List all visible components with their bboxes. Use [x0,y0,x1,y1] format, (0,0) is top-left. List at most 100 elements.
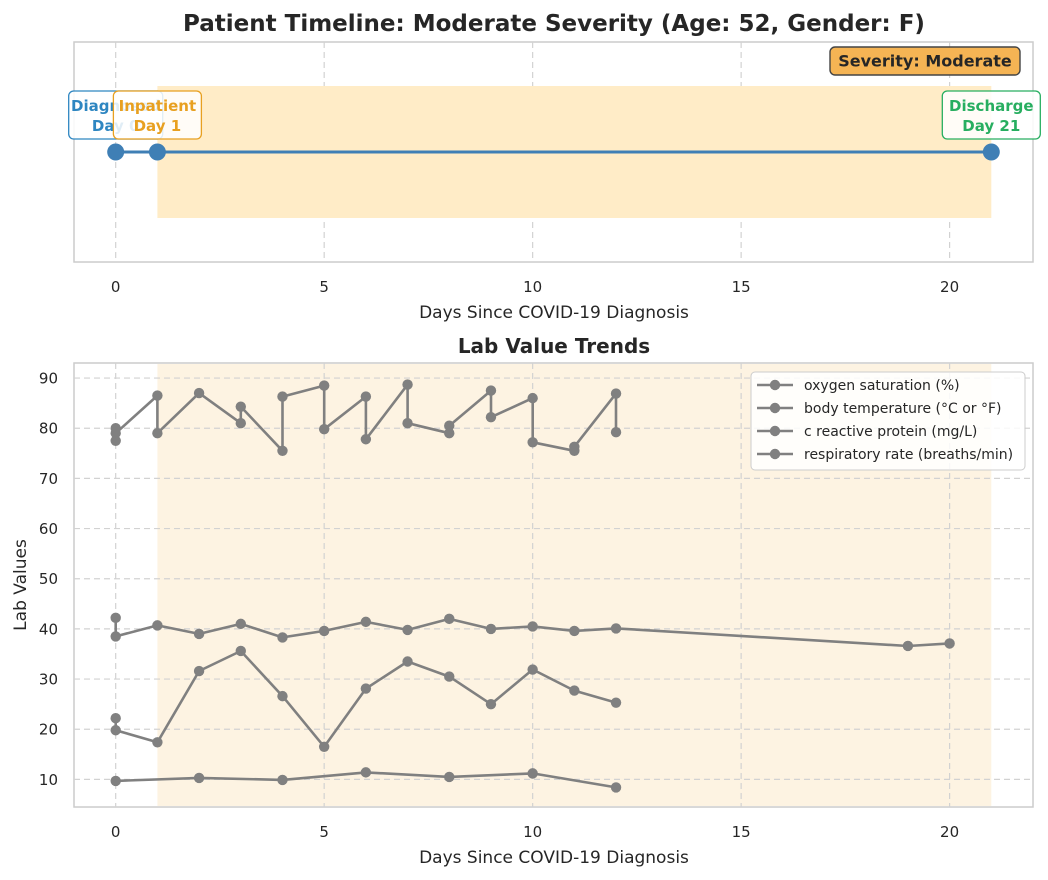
data-point [110,435,121,446]
data-point [235,645,246,657]
severity-badge-text: Severity: Moderate [838,52,1012,71]
data-point [402,624,413,636]
event-label-line1: Discharge [949,97,1034,115]
lab-x-tick-label: 20 [940,823,959,841]
event-label-line1: Inpatient [119,97,196,115]
data-point [569,685,580,696]
data-point [944,638,955,649]
legend-marker [769,379,781,391]
event-label-discharge: Discharge Day 21 [941,90,1041,140]
series-line [114,617,950,648]
timeline-x-axis-label: Days Since COVID-19 Diagnosis [419,303,689,323]
data-point [152,620,163,631]
event-label-inpatient: Inpatient Day 1 [112,90,203,140]
data-point [235,418,246,429]
legend-item: body temperature (°C or °F) [757,401,1002,417]
data-point [360,616,372,628]
lab-y-tick-label: 80 [39,420,58,438]
data-point [360,391,372,402]
series-0 [110,379,622,456]
data-point [318,380,330,391]
data-point [152,737,163,748]
data-point [610,388,622,399]
event-point-diagnosed [107,143,125,161]
event-point-inpatient [148,143,166,161]
timeline-x-tick-label: 10 [523,278,542,296]
lab-y-tick-label: 40 [39,620,58,638]
lab-title: Lab Value Trends [458,334,650,358]
legend-marker [769,402,781,414]
data-point [152,390,163,401]
timeline-x-tick-label: 0 [111,278,121,296]
data-point [193,387,205,399]
data-point [402,379,413,390]
legend-marker [769,425,781,437]
data-point [402,418,413,429]
data-point [569,441,580,452]
timeline-x-tick-label: 20 [940,278,959,296]
series-2 [110,645,622,752]
legend: oxygen saturation (%) body temperature (°… [750,371,1026,471]
data-point [485,623,497,635]
data-point [610,623,622,634]
series-line [114,383,618,453]
lab-y-tick-label: 50 [39,570,58,588]
data-point [277,690,288,702]
data-point [110,775,121,787]
legend-item: respiratory rate (breaths/min) [757,447,1013,463]
series-1 [110,612,955,652]
data-point [193,772,205,784]
lab-x-tick-label: 15 [732,823,751,841]
data-point [277,774,288,786]
data-point [610,697,622,708]
lab-y-tick-label: 10 [39,771,58,789]
legend-marker [769,448,781,460]
data-point [277,445,288,456]
legend-label: body temperature (°C or °F) [804,401,1002,417]
data-point [318,741,330,752]
lab-y-axis-label: Lab Values [11,539,31,631]
timeline-title: Patient Timeline: Moderate Severity (Age… [183,11,925,37]
lab-x-tick-label: 5 [319,823,329,841]
data-point [360,683,372,694]
data-point [485,698,497,710]
timeline-x-tick-label: 15 [732,278,751,296]
data-point [318,625,330,637]
data-point [485,385,497,396]
data-point [444,671,455,682]
data-point [527,768,538,779]
data-point [193,628,205,640]
lab-y-tick-label: 20 [39,721,58,739]
data-point [235,401,246,412]
series-line [114,649,617,749]
lab-panel: Lab Value Trends 0 5 10 15 20 10 20 30 40 50 60 70… [11,334,1034,868]
lab-x-tick-label: 0 [111,823,121,841]
data-point [235,618,246,630]
data-point [110,428,121,439]
data-point [527,392,538,404]
data-point [527,437,538,448]
data-point [902,640,914,652]
data-point [152,428,163,439]
legend-label: c reactive protein (mg/L) [804,424,977,440]
data-point [527,664,538,675]
data-point [444,428,455,439]
data-point [360,767,372,778]
event-label-line2: Day 21 [962,117,1020,135]
lab-y-tick-label: 90 [39,370,58,388]
data-point [193,665,205,677]
data-point [444,771,455,783]
legend-label: respiratory rate (breaths/min) [804,447,1013,463]
lab-x-axis-label: Days Since COVID-19 Diagnosis [419,848,689,868]
data-point [277,632,288,643]
lab-y-tick-label: 60 [39,520,58,538]
event-label-line2: Day 1 [134,117,182,135]
data-point [444,613,455,625]
data-point [277,391,288,402]
data-point [485,411,497,423]
data-point [110,612,121,624]
severity-badge: Severity: Moderate [829,46,1021,76]
data-point [610,427,622,438]
data-point [610,782,622,793]
